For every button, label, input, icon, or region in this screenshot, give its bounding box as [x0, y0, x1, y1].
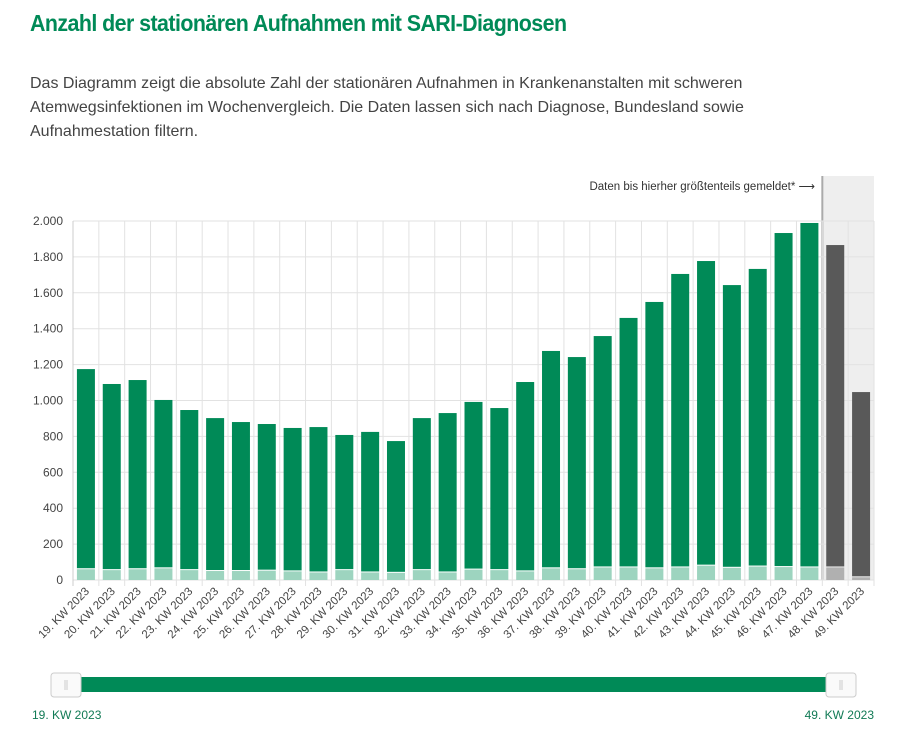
bar-lower: [361, 572, 380, 580]
bar-lower: [464, 569, 483, 580]
slider-handle-end[interactable]: [825, 672, 857, 698]
bar-lower: [593, 567, 612, 580]
bar-lower: [722, 567, 741, 580]
bar-lower: [800, 567, 819, 580]
bar-lower: [154, 568, 173, 580]
y-tick-label: 200: [43, 537, 63, 551]
bar-lower: [697, 565, 716, 580]
y-tick-label: 2.000: [33, 214, 63, 228]
y-tick-label: 1.200: [33, 358, 63, 372]
bar-lower: [76, 569, 95, 580]
bar-upper: [180, 410, 199, 570]
bar-lower: [645, 568, 664, 580]
bar-upper: [645, 301, 664, 568]
chart-title: Anzahl der stationären Aufnahmen mit SAR…: [30, 10, 567, 36]
bar-upper: [76, 369, 95, 569]
bar-lower: [852, 577, 871, 580]
bar-upper: [593, 336, 612, 567]
bar-lower: [516, 571, 535, 580]
bar-lower: [309, 572, 328, 580]
bar-upper: [516, 382, 535, 571]
bar-lower: [180, 570, 199, 580]
chart-description: Das Diagramm zeigt die absolute Zahl der…: [30, 75, 744, 140]
bar-upper: [335, 434, 354, 570]
bar-upper: [283, 427, 302, 571]
bar-lower: [542, 568, 561, 580]
bar-upper: [567, 357, 586, 569]
y-tick-label: 400: [43, 501, 63, 515]
bar-upper: [361, 431, 380, 572]
bar-upper: [852, 392, 871, 577]
slider-end-label: 49. KW 2023: [804, 708, 874, 722]
slider-start-label: 19. KW 2023: [32, 708, 102, 722]
bar-lower: [567, 569, 586, 580]
slider-handle-start[interactable]: [50, 672, 82, 698]
reporting-annotation: Daten bis hierher größtenteils gemeldet*…: [589, 181, 815, 193]
range-slider[interactable]: [50, 672, 857, 698]
bar-lower: [206, 571, 225, 580]
bar-lower: [386, 572, 405, 580]
bar-lower: [671, 567, 690, 580]
bar-upper: [412, 418, 431, 570]
bar-lower: [826, 567, 845, 580]
bar-upper: [697, 261, 716, 565]
bar-lower: [231, 571, 250, 580]
bar-upper: [386, 441, 405, 572]
bar-upper: [231, 422, 250, 571]
bar-lower: [283, 571, 302, 580]
y-tick-label: 1.400: [33, 322, 63, 336]
bar-lower: [438, 572, 457, 580]
bar-upper: [128, 380, 147, 569]
bar-upper: [800, 222, 819, 567]
bar-upper: [206, 418, 225, 571]
bar-upper: [748, 268, 767, 566]
y-tick-label: 0: [56, 573, 63, 587]
bar-lower: [102, 570, 121, 580]
bar-lower: [490, 570, 509, 580]
bar-upper: [826, 245, 845, 567]
bar-upper: [542, 350, 561, 568]
bar-lower: [335, 570, 354, 580]
bar-upper: [257, 424, 276, 570]
y-tick-label: 600: [43, 465, 63, 479]
bar-upper: [671, 273, 690, 567]
bar-lower: [748, 566, 767, 580]
bar-lower: [412, 570, 431, 580]
bar-upper: [490, 408, 509, 570]
y-tick-label: 1.600: [33, 286, 63, 300]
y-tick-label: 1.800: [33, 250, 63, 264]
bar-upper: [309, 427, 328, 572]
bar-lower: [257, 570, 276, 580]
bar-upper: [464, 401, 483, 569]
bar-lower: [128, 569, 147, 580]
bar-lower: [774, 567, 793, 580]
bar-upper: [774, 233, 793, 567]
bar-upper: [102, 383, 121, 570]
bar-upper: [154, 399, 173, 568]
y-tick-label: 1.000: [33, 394, 63, 408]
y-tick-label: 800: [43, 429, 63, 443]
slider-track[interactable]: [62, 677, 848, 692]
bar-upper: [722, 285, 741, 567]
bar-lower: [619, 567, 638, 580]
bar-upper: [619, 317, 638, 567]
bar-upper: [438, 413, 457, 572]
